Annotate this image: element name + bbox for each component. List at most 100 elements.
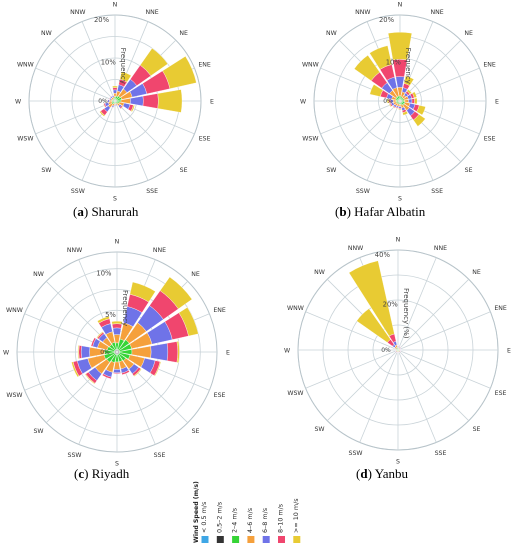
direction-label: ESE [495, 390, 507, 397]
radial-tick-label: 10% [386, 59, 402, 67]
grid-spoke [359, 349, 399, 443]
bar-n-bin-6 [111, 320, 123, 325]
bar-se-bin-6 [133, 368, 142, 377]
caption-riyadh: (c) Riyadh [74, 466, 130, 481]
bar-ne-bin-6 [406, 89, 412, 95]
bar-s-bin-3 [113, 361, 121, 370]
bar-nnw-bin-6 [348, 260, 395, 337]
radial-tick-label: 10% [96, 270, 112, 278]
direction-label: SSE [435, 450, 447, 457]
direction-label: E [495, 99, 499, 106]
bar-n-bin-4 [395, 76, 405, 88]
bar-s-bin-4 [113, 104, 117, 106]
radial-tick-label: 20% [383, 301, 399, 309]
caption-name: Yanbu [374, 466, 409, 481]
direction-label: SW [33, 428, 43, 435]
wind-rose-yanbu: N NNE NE ENE E ESE SE SSE S SSW SW WSW W WNW NW NNW 20% 4… [284, 237, 511, 466]
direction-label: W [300, 99, 306, 106]
legend-label: 4–6 m/s [246, 507, 254, 533]
caption-hafar-albatin: (b) Hafar Albatin [335, 204, 426, 219]
direction-label: NNE [431, 9, 444, 16]
bar-wnw-bin-6 [369, 84, 384, 97]
bar-nw-bin-6 [354, 55, 380, 81]
legend-label: 6–8 m/s [261, 507, 269, 533]
direction-label: W [15, 99, 21, 106]
bar-wsw-bin-6 [103, 103, 106, 108]
legend-swatch [201, 536, 209, 543]
legend-label: 2–4 m/s [231, 507, 239, 533]
grid-spoke [327, 349, 399, 421]
zero-label: 0% [100, 349, 110, 356]
bar-sw-bin-6 [84, 373, 96, 385]
direction-label: NNW [70, 9, 85, 16]
bar-ese-bin-6 [154, 361, 162, 377]
zero-label: 0% [383, 98, 393, 105]
bar-sw-bin-6 [392, 105, 396, 109]
grid-spoke [305, 349, 399, 389]
direction-label: SE [473, 426, 481, 433]
direction-label: WSW [6, 392, 22, 399]
direction-label: S [396, 459, 400, 466]
direction-label: WNW [6, 307, 23, 314]
direction-label: W [3, 350, 9, 357]
bar-n-bin-6 [112, 85, 118, 89]
direction-label: NW [314, 269, 325, 276]
bar-sw-bin-6 [99, 110, 106, 117]
direction-label: N [396, 237, 401, 244]
wind-rose-riyadh: N NNE NE ENE E ESE SE SSE S SSW SW WSW W WNW NW NNW 5% 10… [3, 239, 230, 468]
bar-w-bin-6 [386, 98, 390, 104]
grid-spoke [397, 349, 491, 389]
bar-w-bin-6 [77, 345, 80, 359]
bar-ssw-bin-6 [395, 107, 399, 110]
wind-speed-legend: Wind Speed (m/s) < 0.5 m/s 0.5–2 m/s 2–4 m/… [193, 481, 301, 543]
direction-label: N [398, 2, 403, 9]
legend-swatch [262, 536, 270, 543]
direction-label: N [115, 239, 120, 246]
bar-nnw-bin-5 [111, 94, 114, 97]
direction-label: WSW [302, 136, 318, 143]
direction-label: ENE [198, 61, 211, 68]
zero-label: 0% [381, 347, 391, 354]
legend-swatch [293, 536, 301, 543]
wind-rose-sharurah: N NNE NE ENE E ESE SE SSE S SSW SW WSW W WNW NW NNW 10% 2… [15, 2, 214, 203]
bar-e-bin-6 [414, 97, 418, 105]
direction-label: SSW [356, 188, 370, 195]
bar-ese-bin-6 [416, 105, 426, 116]
bar-ene-bin-6 [412, 91, 417, 99]
bar-sse-bin-5 [115, 104, 119, 107]
direction-label: SE [192, 428, 200, 435]
direction-label: SSE [146, 188, 158, 195]
direction-label: WSW [287, 390, 303, 397]
bar-s-bin-4 [113, 369, 121, 374]
bar-n-bin-5 [112, 87, 118, 91]
bar-ese-bin-6 [130, 104, 135, 113]
bar-ene-bin-6 [178, 307, 199, 337]
bar-se-bin-6 [413, 114, 426, 127]
grid-spoke [397, 279, 469, 351]
grid-spoke [114, 100, 149, 181]
frequency-axis-label: Frequency (%) [402, 288, 410, 339]
bar-ne-bin-6 [139, 47, 169, 77]
bar-n-bin-6 [387, 32, 413, 61]
bar-sse-bin-5 [121, 370, 130, 375]
bar-e-bin-4 [408, 98, 413, 104]
direction-label: ENE [494, 305, 507, 312]
direction-label: N [113, 2, 118, 9]
radial-tick-label: 5% [105, 311, 116, 319]
direction-label: SW [314, 426, 324, 433]
legend-swatch [232, 536, 240, 543]
bar-ssw-bin-5 [111, 106, 114, 108]
direction-label: SSE [154, 452, 166, 459]
legend-swatch [278, 536, 285, 543]
legend-label: 0.5–2 m/s [215, 501, 223, 533]
grid-spoke [35, 67, 116, 102]
direction-label: SE [465, 167, 473, 174]
radial-tick-label: 40% [375, 251, 391, 259]
legend-label: < 0.5 m/s [200, 501, 208, 533]
grid-spoke [53, 39, 116, 102]
direction-label: SW [326, 167, 336, 174]
radial-tick-label: 20% [379, 16, 395, 24]
grid-spoke [366, 100, 401, 181]
caption-letter: c [78, 466, 85, 481]
direction-label: ENE [213, 307, 226, 314]
